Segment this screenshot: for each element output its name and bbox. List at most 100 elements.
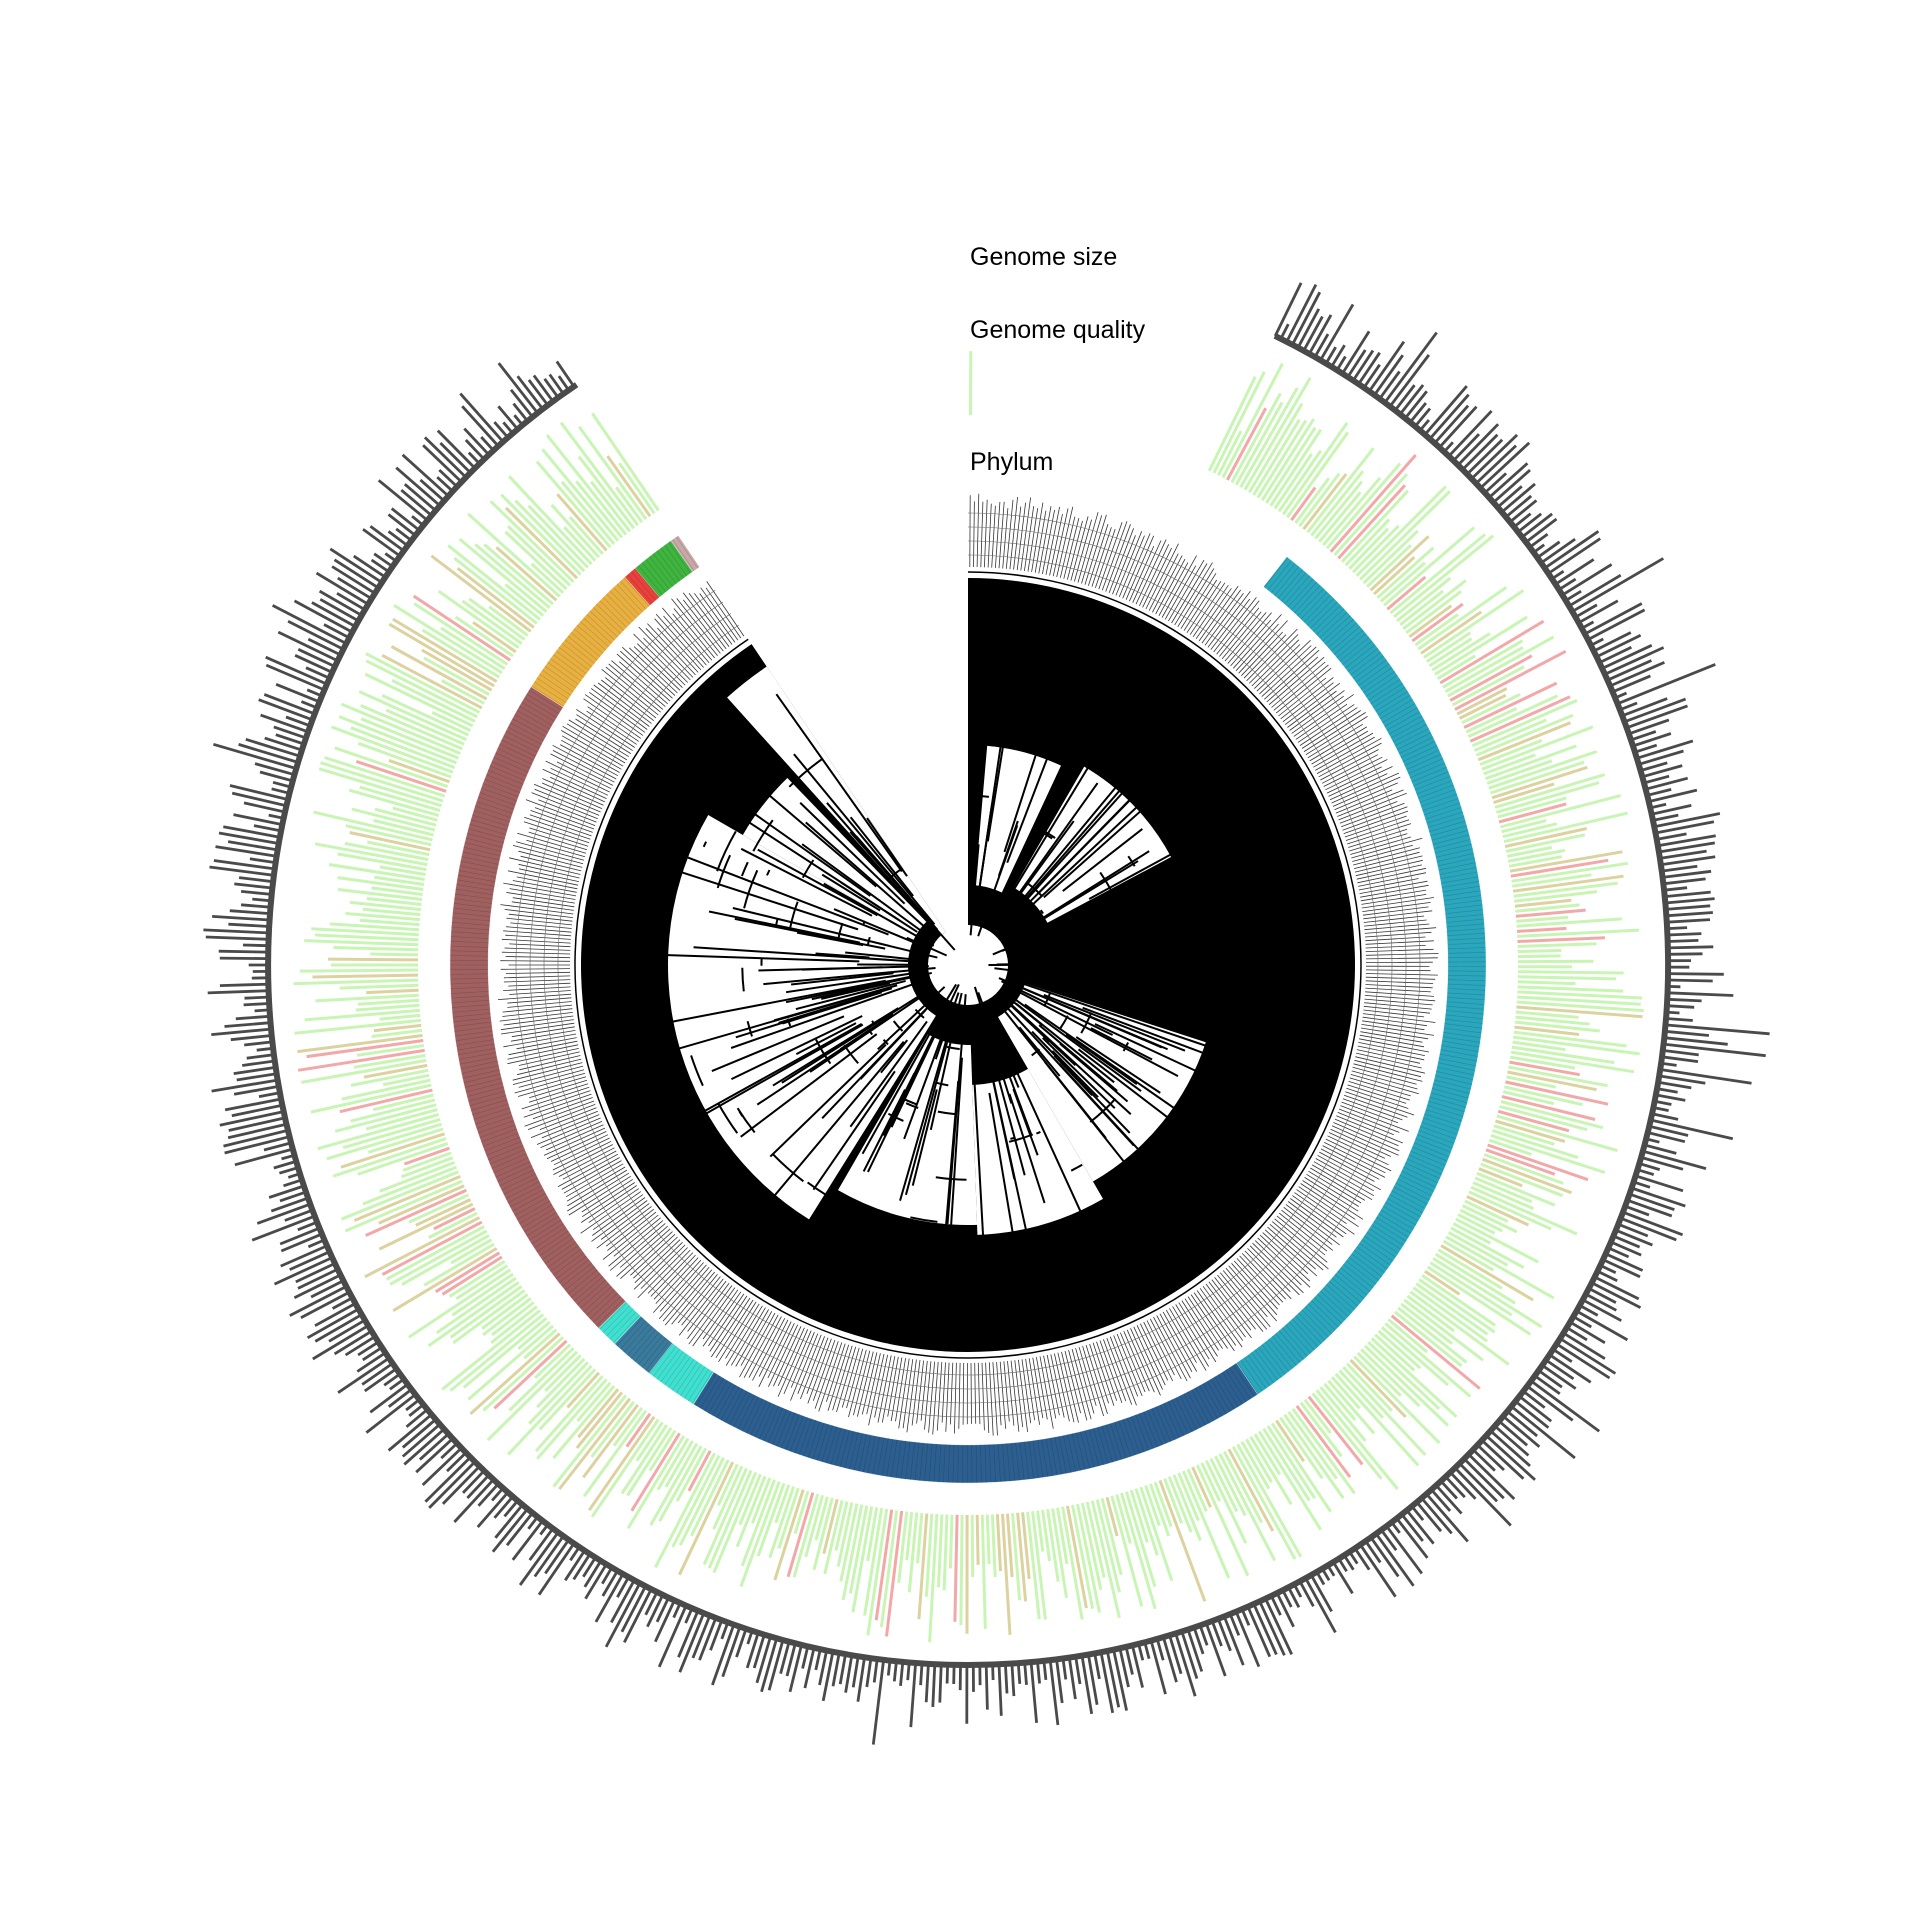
tree-branch (799, 802, 906, 905)
tree-branch (1006, 985, 1179, 1077)
tree-branch-arc (1080, 1012, 1093, 1034)
tree-branch (1073, 932, 1162, 949)
tip-label-band (529, 526, 1407, 1404)
tree-branch (977, 992, 1033, 1136)
tree-branch-arc (887, 1112, 904, 1122)
tree-branch (796, 931, 864, 947)
tree-branch-arc (1222, 1061, 1241, 1100)
tree-branch (1017, 923, 1110, 952)
tree-branch-arc (935, 1176, 967, 1181)
quality-bars-mid (297, 455, 1643, 1635)
tree-branch (1082, 1006, 1219, 1060)
tip-label-band (543, 540, 1393, 1390)
tree-branch (833, 908, 927, 949)
tree-branch-arc (1243, 870, 1248, 878)
tree-branch (730, 978, 927, 1049)
tree-branch (973, 1075, 986, 1265)
tree-branch (859, 1009, 927, 1080)
tree-branch (781, 1025, 872, 1084)
tree-branch-arc (1048, 1223, 1101, 1246)
tree-branch (1077, 1048, 1223, 1160)
tree-branch-arc (905, 1102, 919, 1109)
tree-branch (1006, 992, 1142, 1092)
tree-branch-arc (702, 841, 708, 848)
tree-branch (1001, 980, 1114, 1036)
tree-branch (880, 1039, 909, 1074)
tree-branch-arc (746, 1021, 753, 1037)
tree-branch (979, 1023, 1016, 1180)
tree-branch (1003, 750, 1039, 853)
tree-branch (1015, 1002, 1115, 1084)
tree-branch-arc (1001, 897, 1005, 900)
tree-branch-arc (1173, 1019, 1178, 1028)
tree-branch (997, 820, 1019, 877)
tree-branch (1062, 828, 1143, 892)
clade-cutout (742, 777, 927, 935)
tree-branch (906, 936, 948, 957)
tree-branch (1006, 693, 1073, 864)
tree-branch-arc (882, 1039, 889, 1046)
tree-branch-arc (752, 819, 774, 852)
tree-branch (911, 1089, 938, 1186)
tree-branch-arc (1010, 1136, 1015, 1140)
tree-branch (1043, 993, 1186, 1052)
tree-branch-arc (1099, 871, 1113, 892)
tree-branch (681, 871, 859, 931)
tree-branch-arc (740, 861, 749, 877)
tree-branch (1008, 975, 1069, 994)
tip-labels-ring (497, 493, 1439, 1436)
tree-branch (815, 952, 870, 959)
tree-branch-arc (1019, 976, 1024, 985)
tree-branch-arc (1031, 1048, 1041, 1057)
tree-branch (899, 1020, 953, 1201)
tree-branch (1053, 1055, 1093, 1097)
tree-branch-arc (993, 923, 1000, 928)
tree-tip-baseline (574, 571, 1362, 1359)
tree-branch (996, 959, 1215, 966)
tree-branch-arc (935, 1081, 949, 1087)
tree-branch-arc (1043, 993, 1051, 1007)
tree-branch-arc (924, 995, 928, 999)
tree-branch-arc (871, 1020, 875, 1024)
tree-branch-arc (1073, 924, 1081, 944)
tree-branch (929, 992, 963, 1131)
tree-branch (1006, 737, 1101, 899)
tree-branch (1039, 929, 1117, 950)
tip-label-band (515, 512, 1421, 1418)
tree-branch-arc (1151, 872, 1161, 891)
tree-branch (1042, 1037, 1116, 1109)
tree-branch (730, 1015, 863, 1081)
tree-branch (969, 844, 980, 936)
tree-branch (973, 986, 1013, 1104)
tree-branch-arc (862, 920, 866, 925)
tree-branch (1076, 946, 1162, 957)
tree-branch (996, 782, 1099, 924)
tree-branch-arc (1036, 1130, 1041, 1135)
tree-branch (862, 1089, 906, 1172)
tree-branch (795, 1022, 857, 1056)
tree-branch (1026, 733, 1177, 900)
tree-branch (793, 753, 936, 925)
tree-branch-arc (690, 1055, 704, 1087)
tree-branch-arc (1203, 892, 1209, 903)
genome-size-ring (203, 282, 1770, 1745)
tree-branch-arc (1192, 1069, 1206, 1092)
tree-branch (1021, 775, 1154, 911)
tree-branch (821, 873, 881, 912)
tree-branch (975, 805, 993, 908)
tree-branch-arc (837, 922, 844, 941)
tree-branch (1018, 981, 1216, 1050)
tree-branch-arc (717, 1103, 739, 1134)
tree-branch (698, 773, 871, 897)
tree-branch (1012, 860, 1139, 939)
tree-branch (708, 910, 860, 944)
tree-branch (769, 1043, 887, 1158)
tree-branch-arc (1089, 1098, 1117, 1123)
tree-branch (740, 847, 873, 917)
tree-branch-arc (1027, 1250, 1041, 1255)
tree-branch (1043, 799, 1153, 899)
tree-branch (849, 1020, 928, 1128)
tree-branch (660, 953, 860, 963)
tree-branch (986, 725, 1008, 842)
tree-branch (988, 1092, 1015, 1236)
